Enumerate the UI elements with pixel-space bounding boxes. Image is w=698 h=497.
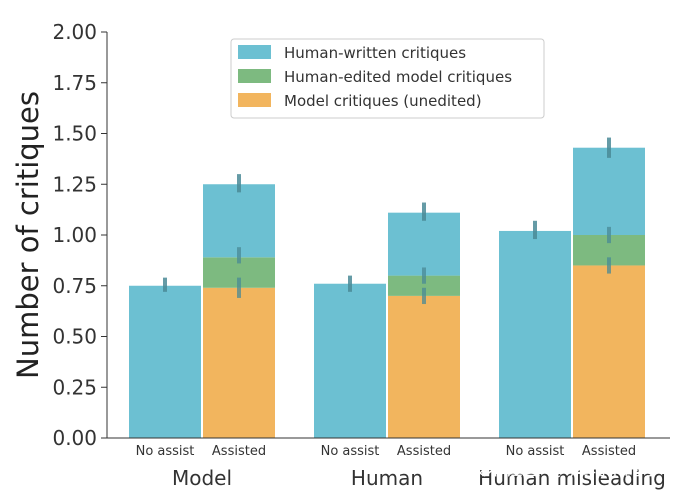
- watermark: 掘金技术社区 @ 风雨中的小七: [433, 459, 678, 480]
- bar-1-segment-human-written: [203, 184, 275, 258]
- bar-label-3: Assisted: [397, 444, 451, 459]
- legend-swatch-0: [238, 45, 271, 59]
- bar-1: [203, 174, 275, 438]
- bar-3: [388, 202, 460, 438]
- y-tick-label-1: 0.25: [52, 375, 97, 399]
- bar-0-segment-human-written: [129, 285, 201, 438]
- y-tick-label-2: 0.50: [52, 325, 97, 349]
- y-tick-label-7: 1.75: [52, 71, 97, 95]
- bar-label-1: Assisted: [212, 444, 266, 459]
- group-label-0: Model: [172, 466, 232, 490]
- x-labels: No assist Assisted No assist Assisted No ass…: [136, 444, 666, 490]
- legend: Human-written critiques Human-edited mode…: [230, 38, 545, 119]
- y-tick-label-5: 1.25: [52, 172, 97, 196]
- plot-area: [129, 137, 645, 438]
- bar-3-segment-human-edited: [388, 275, 460, 296]
- bar-5-segment-human-written: [573, 147, 645, 235]
- legend-label-2: Model critiques (unedited): [284, 92, 482, 110]
- y-tick-label-8: 2.00: [52, 20, 97, 44]
- bar-3-segment-human-written: [388, 212, 460, 276]
- y-ticks: 0.00 0.25 0.50 0.75 1.00 1.25 1.50 1.75 2.00: [52, 20, 107, 450]
- bar-label-5: Assisted: [582, 444, 636, 459]
- bar-2-segment-human-written: [314, 283, 386, 438]
- y-tick-label-6: 1.50: [52, 122, 97, 146]
- bar-3-segment-model-unedited: [388, 295, 460, 438]
- bar-4-segment-human-written: [499, 230, 571, 438]
- bar-2: [314, 275, 386, 438]
- bar-1-segment-model-unedited: [203, 287, 275, 438]
- y-axis-label: Number of critiques: [11, 91, 45, 379]
- bar-5: [573, 137, 645, 438]
- legend-swatch-2: [238, 93, 271, 107]
- bar-label-4: No assist: [506, 444, 565, 459]
- legend-label-0: Human-written critiques: [284, 44, 466, 62]
- bar-5-segment-model-unedited: [573, 265, 645, 438]
- bar-0: [129, 277, 201, 438]
- legend-frame: [230, 38, 545, 119]
- y-tick-label-0: 0.00: [52, 426, 97, 450]
- bar-4: [499, 220, 571, 438]
- legend-swatch-1: [238, 69, 271, 83]
- y-tick-label-3: 0.75: [52, 274, 97, 298]
- legend-label-1: Human-edited model critiques: [284, 68, 512, 86]
- y-tick-label-4: 1.00: [52, 223, 97, 247]
- bar-label-2: No assist: [321, 444, 380, 459]
- group-label-1: Human: [351, 466, 423, 490]
- bar-label-0: No assist: [136, 444, 195, 459]
- group-label-2: Human misleading: [478, 466, 666, 490]
